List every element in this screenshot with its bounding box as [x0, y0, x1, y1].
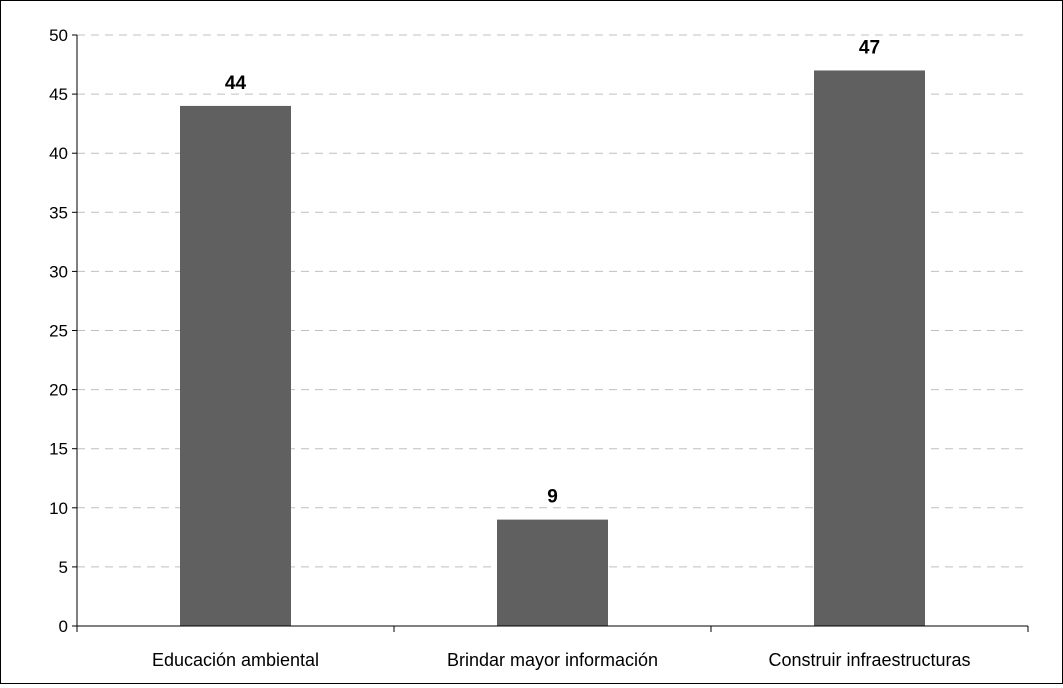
y-tick-label: 30: [49, 262, 68, 281]
bar-data-label: 44: [225, 73, 247, 94]
y-tick-label: 25: [49, 322, 68, 341]
y-tick-label: 50: [49, 26, 68, 45]
y-tick-label: 10: [49, 499, 68, 518]
y-tick-label: 15: [49, 440, 68, 459]
bar-data-label: 9: [547, 487, 558, 508]
data-labels: 44 9 47: [225, 37, 880, 507]
bar: [497, 519, 608, 626]
bars: [180, 70, 925, 627]
y-tick-label: 5: [59, 558, 68, 577]
bar: [180, 105, 291, 627]
bar-data-label: 47: [859, 37, 880, 58]
y-tick-label: 40: [49, 144, 68, 163]
bar: [814, 70, 925, 626]
y-tick-label: 0: [59, 617, 68, 636]
y-tick-label: 45: [49, 85, 68, 104]
y-axis-ticks: 0 5 10 15 20 25 30 35 40 45 50: [49, 26, 77, 636]
y-tick-label: 20: [49, 381, 68, 400]
x-category-label: Construir infraestructuras: [768, 650, 970, 670]
x-category-label: Brindar mayor información: [447, 650, 658, 670]
x-axis-ticks: Educación ambiental Brindar mayor informa…: [76, 626, 1029, 670]
y-tick-label: 35: [49, 203, 68, 222]
x-category-label: Educación ambiental: [152, 650, 319, 670]
